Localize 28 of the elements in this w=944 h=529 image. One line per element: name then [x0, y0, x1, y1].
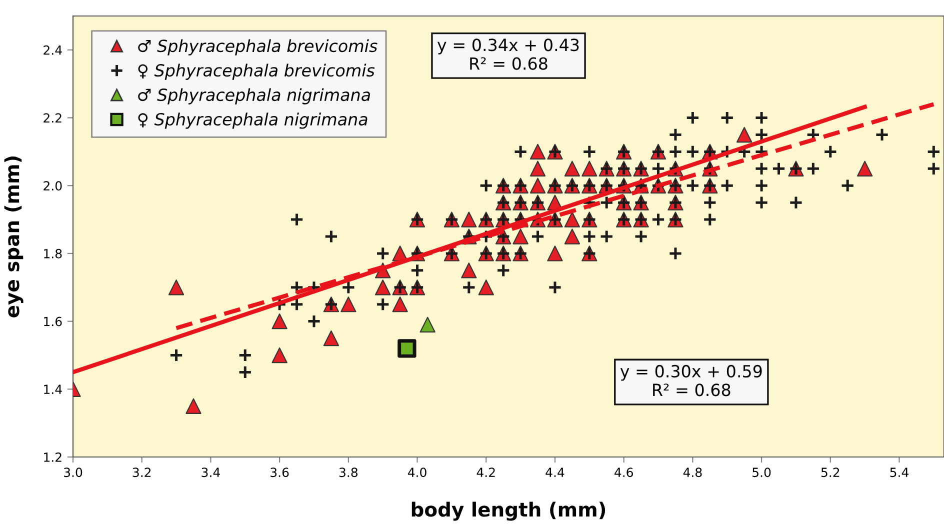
x-tick-label: 3.4: [202, 468, 220, 478]
x-tick-label: 3.8: [339, 468, 358, 478]
y-tick-label: 1.2: [44, 452, 62, 462]
x-tick-label: 3.2: [132, 468, 151, 478]
y-tick-label: 2.4: [44, 45, 62, 55]
y-tick-label: 2.2: [44, 113, 62, 123]
legend-label: ♂ Sphyracephala nigrimana: [138, 88, 370, 104]
x-tick-label: 4.0: [408, 468, 426, 478]
annotation: y = 0.30x + 0.59 R² = 0.68: [620, 364, 762, 396]
x-tick-label: 5.2: [821, 468, 840, 478]
x-tick-label: 4.2: [476, 468, 495, 477]
x-tick-label: 5.0: [752, 468, 771, 478]
legend-label: ♀ Sphyracephala brevicomis: [138, 64, 375, 80]
x-axis-title: body length (mm): [412, 502, 606, 521]
legend-label: ♂ Sphyracephala brevicomis: [138, 39, 378, 56]
y-tick-label: 1.8: [44, 248, 62, 258]
x-tick-label: 4.4: [546, 468, 564, 477]
annotation: y = 0.34x + 0.43 R² = 0.68: [437, 38, 579, 70]
x-tick-label: 3.6: [270, 468, 289, 478]
legend-label: ♀ Sphyracephala nigrimana: [138, 112, 368, 129]
x-tick-label: 3.0: [64, 468, 82, 478]
y-tick-label: 2.0: [44, 181, 62, 191]
y-tick-label: 1.4: [44, 384, 62, 394]
y-tick-label: 1.6: [44, 316, 62, 326]
x-tick-label: 4.6: [614, 468, 633, 478]
x-tick-label: 4.8: [683, 468, 702, 478]
y-axis-title: eye span (mm): [4, 156, 24, 318]
x-tick-label: 5.4: [890, 468, 908, 478]
